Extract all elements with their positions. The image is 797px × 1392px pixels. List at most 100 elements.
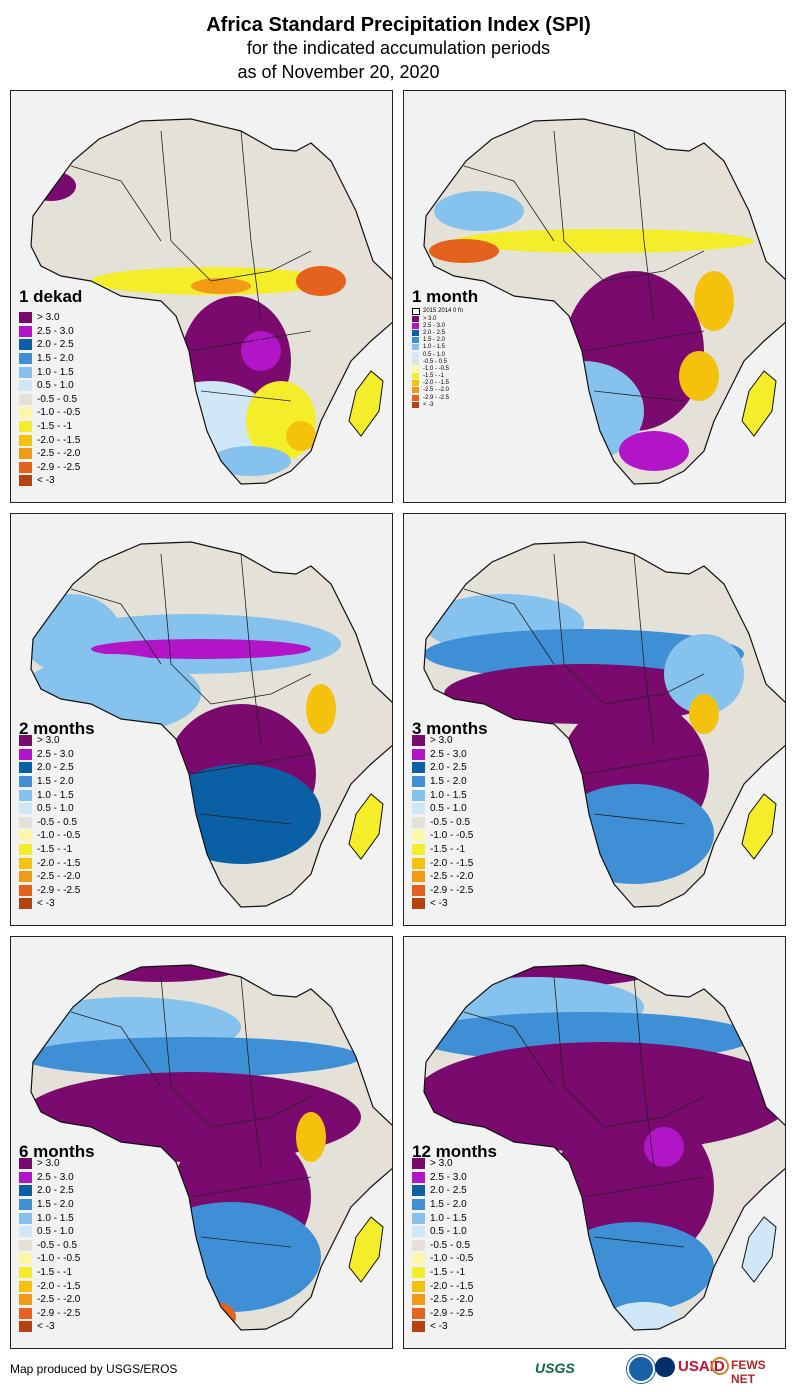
legend-label: 1.0 - 1.5	[430, 789, 467, 801]
legend-item: 1.0 - 1.5	[19, 788, 80, 802]
madagascar	[741, 370, 777, 437]
legend-label: 0.5 - 1.0	[37, 380, 74, 392]
no-data-swatch	[412, 307, 420, 315]
legend-label: 2.5 - 3.0	[423, 322, 446, 329]
legend-label: -2.0 - -1.5	[37, 857, 81, 869]
legend-label: 2.0 - 2.5	[423, 329, 446, 336]
legend-swatch	[19, 1171, 32, 1183]
spi-region	[31, 1037, 361, 1077]
legend: 2015 2014 0 fn > 3.0 2.5 - 3.0 2.0 - 2.5 1.5…	[412, 307, 463, 408]
legend-item: > 3.0	[19, 311, 80, 325]
legend-item: 2.5 - 3.0	[412, 322, 463, 329]
panel-label: 3 months	[412, 719, 488, 738]
legend-item: 0.5 - 1.0	[19, 1225, 80, 1239]
legend-swatch	[19, 461, 32, 473]
legend-item: -2.5 - -2.0	[412, 387, 463, 394]
spi-region	[424, 1042, 785, 1152]
legend-swatch	[412, 351, 419, 358]
legend-label: 0.5 - 1.0	[430, 1226, 467, 1238]
legend-swatch	[412, 1321, 425, 1333]
spi-region	[689, 694, 719, 734]
legend-label: 2.5 - 3.0	[37, 1171, 74, 1183]
legend-swatch	[19, 366, 32, 378]
spi-region	[709, 965, 785, 997]
legend-swatch	[412, 401, 419, 408]
spi-region	[141, 1202, 321, 1312]
legend-item: -2.0 - -1.5	[412, 380, 463, 387]
legend-item: > 3.0	[412, 1157, 473, 1171]
legend-label: 1.5 - 2.0	[423, 337, 446, 344]
legend-label: -2.5 - -2.0	[37, 1294, 81, 1306]
spi-region	[161, 764, 321, 864]
spi-region	[554, 1222, 714, 1312]
legend-swatch	[412, 1199, 425, 1211]
legend-swatch	[19, 735, 32, 747]
legend-label: -1.0 - -0.5	[37, 830, 81, 842]
legend-item: 0.5 - 1.0	[19, 379, 80, 393]
panel-label: 2 months	[19, 719, 95, 738]
legend-swatch	[412, 844, 425, 856]
legend-item: -2.9 - -2.5	[412, 884, 473, 898]
legend-item: 2.0 - 2.5	[412, 761, 473, 775]
legend-label: -1.5 - -1	[37, 844, 73, 856]
madagascar	[741, 793, 777, 860]
legend-label: 2.0 - 2.5	[37, 1185, 74, 1197]
legend-swatch	[19, 776, 32, 788]
legend-label: 1.5 - 2.0	[37, 1199, 74, 1211]
africa-map	[30, 118, 392, 485]
spi-region	[31, 119, 392, 291]
legend-swatch	[412, 898, 425, 910]
legend: > 3.0 2.5 - 3.0 2.0 - 2.5 1.5 - 2.0 1.0 - 1.…	[19, 311, 80, 488]
legend-item: 2.5 - 3.0	[412, 748, 473, 762]
legend-label: < -3	[423, 401, 434, 408]
legend-swatch	[19, 830, 32, 842]
legend-label: 2.0 - 2.5	[37, 339, 74, 351]
legend-swatch	[19, 312, 32, 324]
legend-item: > 3.0	[412, 315, 463, 322]
legend-label: 2.5 - 3.0	[37, 748, 74, 760]
legend-item: 2.5 - 3.0	[19, 325, 80, 339]
map-credit: Map produced by USGS/EROS	[10, 1362, 178, 1376]
legend-label: 1.5 - 2.0	[37, 776, 74, 788]
legend-label: -0.5 - 0.5	[430, 816, 471, 828]
legend-item: 1.5 - 2.0	[19, 1198, 80, 1212]
legend-label: -0.5 - 0.5	[430, 1239, 471, 1251]
legend-item: -1.0 - -0.5	[412, 829, 473, 843]
spi-region	[196, 882, 226, 906]
legend-swatch	[19, 1212, 32, 1224]
legend-label: 2.5 - 3.0	[430, 748, 467, 760]
legend-swatch	[412, 337, 419, 344]
legend-swatch	[19, 448, 32, 460]
africa-map	[423, 964, 785, 1331]
legend-label: 2.0 - 2.5	[430, 1185, 467, 1197]
legend-swatch	[412, 344, 419, 351]
legend-label: 2.5 - 3.0	[37, 325, 74, 337]
legend-swatch	[19, 884, 32, 896]
legend-note: 2015 2014 0 fn	[412, 307, 463, 315]
legend-swatch	[412, 1185, 425, 1197]
legend-label: > 3.0	[37, 1158, 60, 1170]
logo-strip: USGS USAID FEWS NET	[535, 1353, 790, 1386]
legend-item: 2.5 - 3.0	[19, 748, 80, 762]
legend-swatch	[19, 1185, 32, 1197]
legend-swatch	[19, 748, 32, 760]
spi-region	[191, 278, 251, 294]
africa-map	[423, 541, 785, 908]
legend-item: -1.5 - -1	[412, 373, 463, 380]
legend-item: 2.5 - 3.0	[412, 1171, 473, 1185]
spi-region	[429, 239, 499, 263]
legend-label: -0.5 - 0.5	[423, 358, 448, 365]
spi-region	[679, 351, 719, 401]
legend-item: -1.0 - -0.5	[19, 829, 80, 843]
legend-label: 2.0 - 2.5	[37, 762, 74, 774]
legend-swatch	[412, 830, 425, 842]
map-panel-1-month: 1 month 2015 2014 0 fn > 3.0 2.5 - 3.0 2.0 -…	[403, 90, 786, 503]
legend-swatch	[412, 803, 425, 815]
madagascar	[348, 1216, 384, 1283]
legend-label: 2.0 - 2.5	[430, 762, 467, 774]
legend-swatch	[412, 380, 419, 387]
legend-swatch	[19, 1199, 32, 1211]
spi-region	[434, 191, 524, 231]
legend-item: -2.0 - -1.5	[19, 433, 80, 447]
legend-label: -0.5 - 0.5	[37, 393, 78, 405]
